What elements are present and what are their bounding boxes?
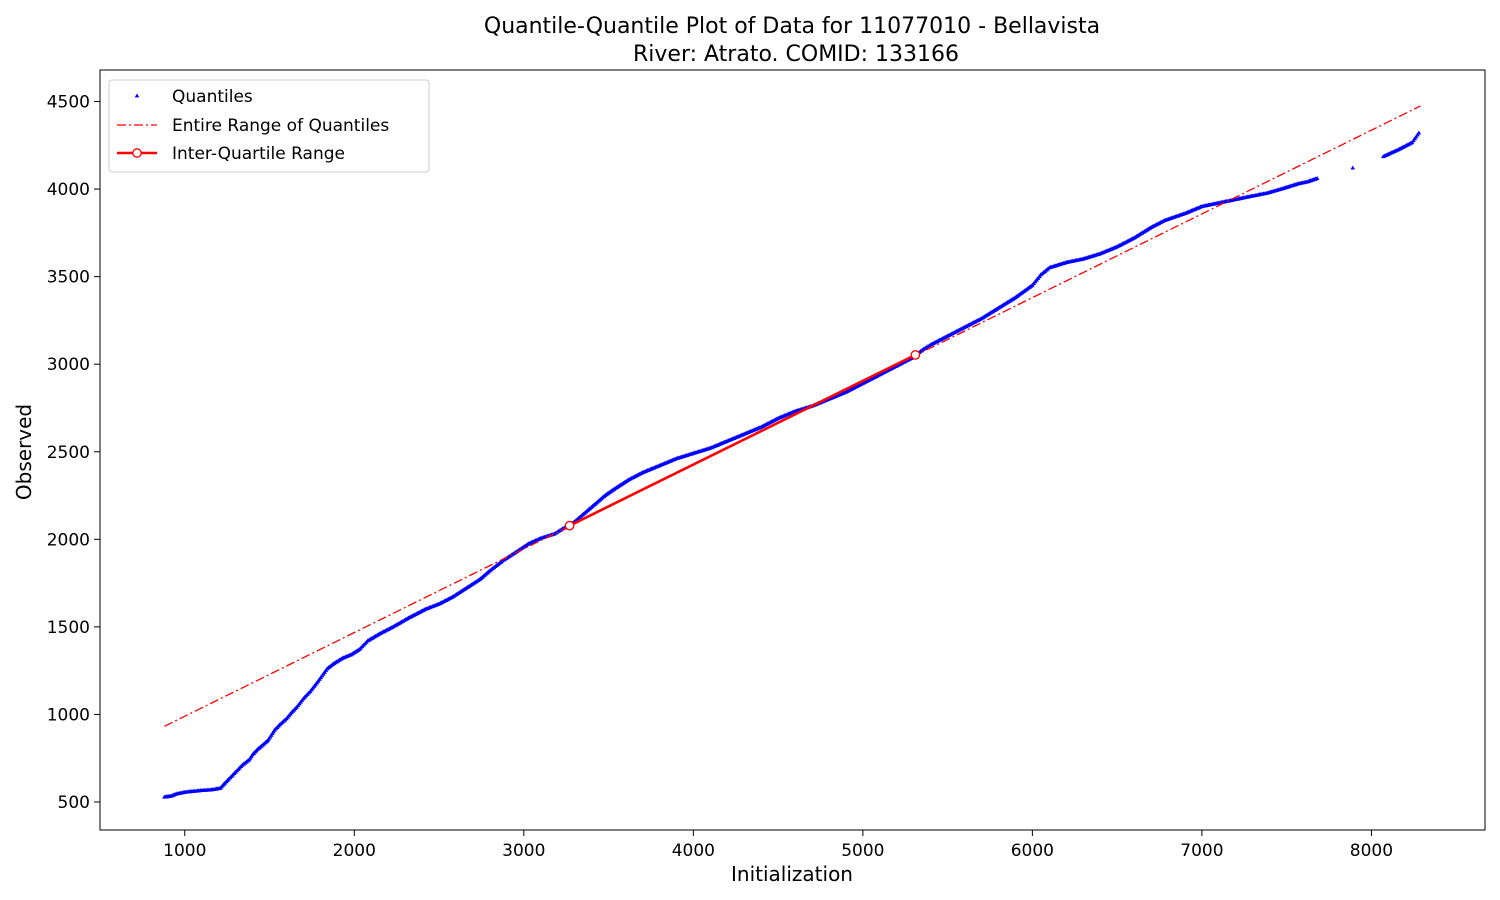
- iqr-line: [569, 353, 916, 527]
- legend-swatch-quantiles: [134, 93, 140, 98]
- plot-frame: [99, 69, 1486, 831]
- y-tick-label: 2500: [47, 443, 90, 463]
- series-group: [162, 105, 1422, 799]
- quantile-point: [1350, 165, 1356, 170]
- legend-label: Quantiles: [172, 87, 253, 107]
- y-tick-label: 2000: [47, 530, 90, 550]
- chart-subtitle: River: Atrato. COMID: 133166: [633, 42, 959, 67]
- y-tick-label: 3500: [47, 268, 90, 288]
- legend: Quantiles Entire Range of Quantiles Inter-…: [108, 79, 430, 173]
- y-tick-label: 3000: [47, 355, 90, 375]
- plot-area: [162, 105, 1422, 799]
- x-tick-label: 3000: [502, 841, 545, 861]
- x-tick-label: 5000: [841, 841, 884, 861]
- iqr-endpoint: [564, 520, 575, 531]
- quantile-point: [1314, 175, 1320, 181]
- y-tick-label: 500: [58, 793, 90, 813]
- y-tick-label: 1000: [47, 705, 90, 725]
- y-axis-label: Observed: [12, 404, 36, 500]
- x-tick-label: 4000: [672, 841, 715, 861]
- x-tick-label: 6000: [1011, 841, 1054, 861]
- legend-label: Entire Range of Quantiles: [172, 116, 389, 136]
- y-tick-label: 4500: [47, 93, 90, 113]
- x-tick-label: 1000: [163, 841, 206, 861]
- y-tick-label: 1500: [47, 618, 90, 638]
- iqr-endpoint: [910, 350, 921, 360]
- x-tick-label: 7000: [1180, 841, 1223, 861]
- legend-box: [108, 79, 430, 173]
- x-axis-label: Initialization: [731, 862, 853, 886]
- x-tick-label: 2000: [333, 841, 376, 861]
- legend-label: Inter-Quartile Range: [172, 144, 345, 164]
- axes: 1000 2000 3000 4000 5000 6000 7000 8000 500 1000 1…: [47, 69, 1486, 861]
- legend-swatch-iqr-marker: [132, 148, 142, 158]
- quantile-point: [1416, 130, 1422, 135]
- chart-title: Quantile-Quantile Plot of Data for 11077…: [484, 14, 1100, 39]
- y-tick-label: 4000: [47, 180, 90, 200]
- quantile-markers: [162, 130, 1422, 799]
- x-tick-label: 8000: [1350, 841, 1393, 861]
